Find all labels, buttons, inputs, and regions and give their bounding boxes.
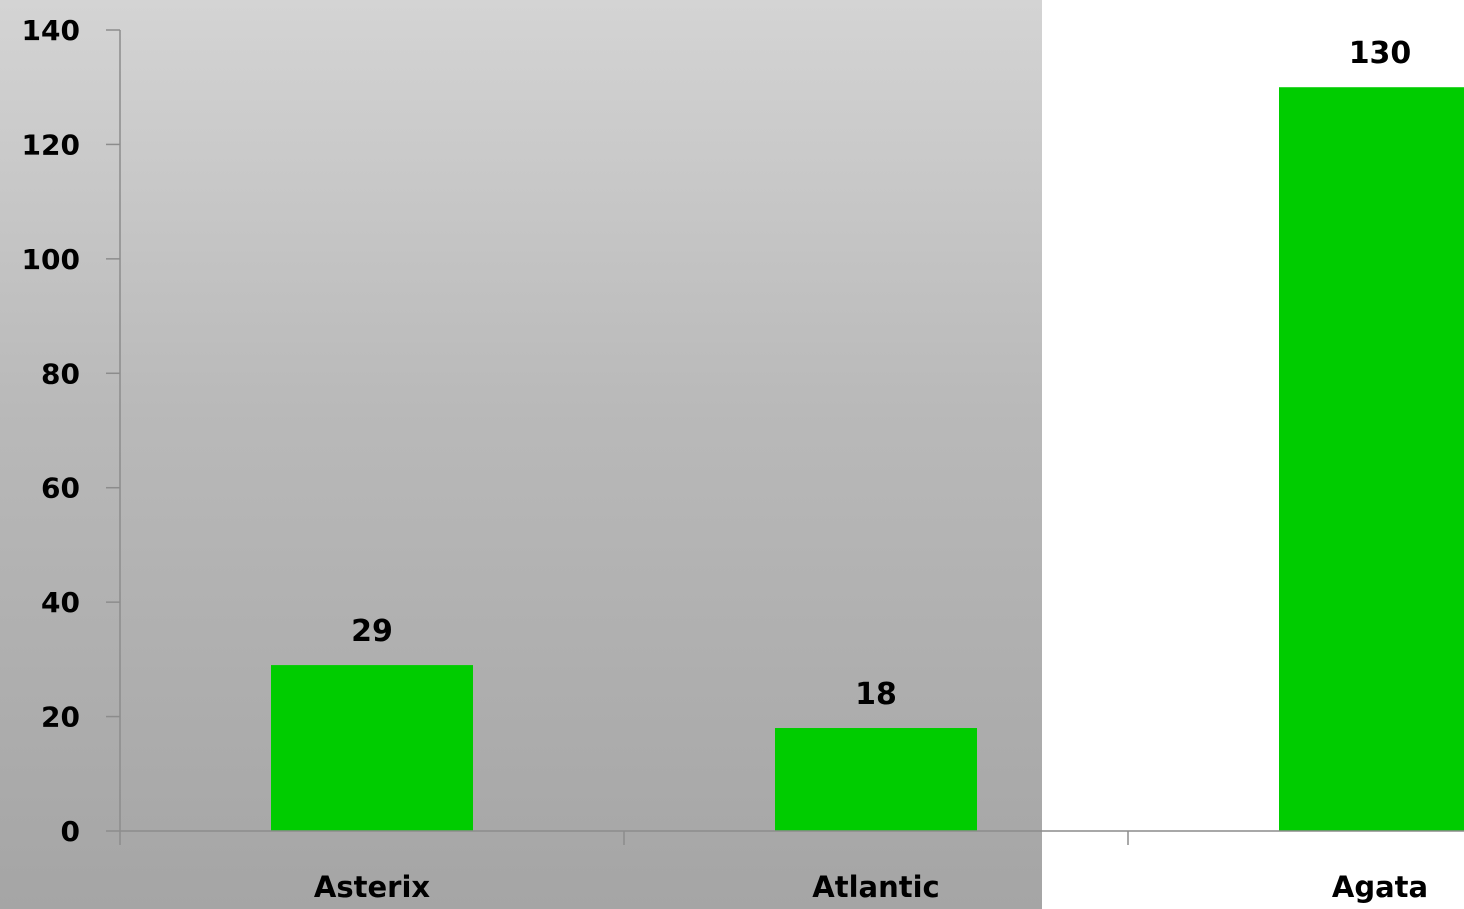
data-label: 18 [855, 677, 897, 712]
labels-layer: 0 20 40 60 80 100 120 140 29 Asterix 18 Atlantic 130… [22, 14, 1429, 904]
y-tick-label: 80 [41, 357, 80, 390]
bar-agata [1279, 87, 1464, 831]
data-label: 29 [351, 614, 393, 649]
bars-layer [271, 87, 1464, 831]
x-category-label: Asterix [314, 870, 430, 904]
y-tick-label: 120 [22, 128, 80, 161]
data-label: 130 [1349, 36, 1412, 71]
y-tick-label: 20 [41, 701, 80, 734]
x-category-label: Atlantic [812, 870, 939, 904]
y-tick-label: 100 [22, 243, 80, 276]
y-tick-label: 140 [22, 14, 80, 47]
y-tick-label: 60 [41, 472, 80, 505]
bar-asterix [271, 665, 473, 831]
y-tick-label: 0 [61, 815, 80, 848]
y-tick-label: 40 [41, 586, 80, 619]
bar-atlantic [775, 728, 977, 831]
x-category-label: Agata [1332, 870, 1428, 904]
